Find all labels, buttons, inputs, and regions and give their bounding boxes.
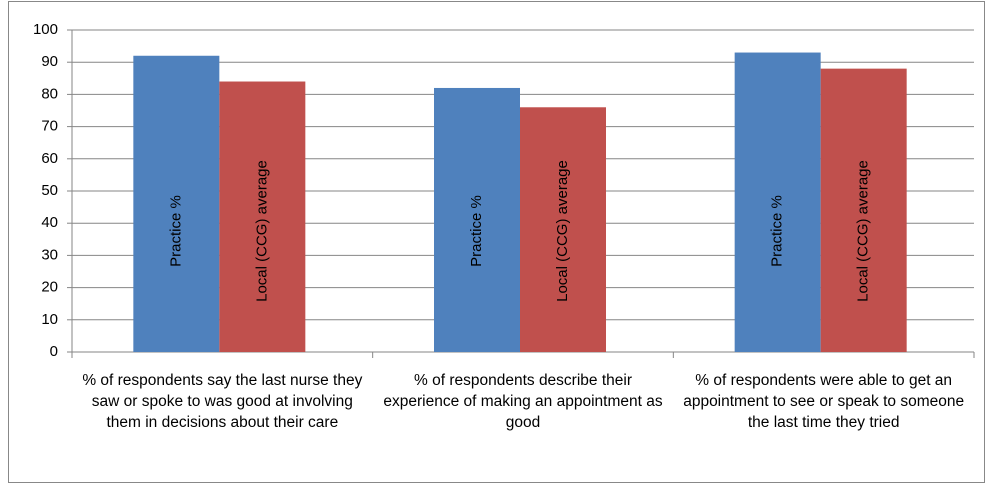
bar [820, 68, 907, 352]
bar [520, 107, 606, 352]
y-tick-label: 10 [41, 311, 58, 328]
y-tick-label: 90 [41, 53, 58, 70]
bar [133, 55, 220, 352]
y-tick-label: 70 [41, 118, 58, 135]
bar-series-label: Practice % [468, 195, 485, 267]
y-tick-label: 50 [41, 182, 58, 199]
x-tick-label: % of respondents were able to get an app… [683, 372, 965, 431]
y-tick-label: 80 [41, 85, 58, 102]
y-tick-label: 60 [41, 150, 58, 167]
x-tick-label: % of respondents say the last nurse they… [82, 372, 363, 431]
bar-series-label: Practice % [769, 195, 786, 267]
y-tick-label: 100 [33, 21, 58, 38]
bar-series-label: Local (CCG) average [253, 160, 270, 302]
x-tick-label: % of respondents describe their experien… [383, 372, 663, 431]
y-tick-label: 20 [41, 279, 58, 296]
bar [434, 87, 520, 353]
y-tick-label: 40 [41, 214, 58, 231]
bar-series-label: Practice % [167, 195, 184, 267]
y-tick-label: 30 [41, 246, 58, 263]
bar-series-label: Local (CCG) average [855, 160, 872, 302]
bar [219, 81, 306, 353]
bar-series-label: Local (CCG) average [554, 160, 571, 302]
bar [734, 52, 821, 352]
y-tick-label: 0 [50, 343, 58, 360]
